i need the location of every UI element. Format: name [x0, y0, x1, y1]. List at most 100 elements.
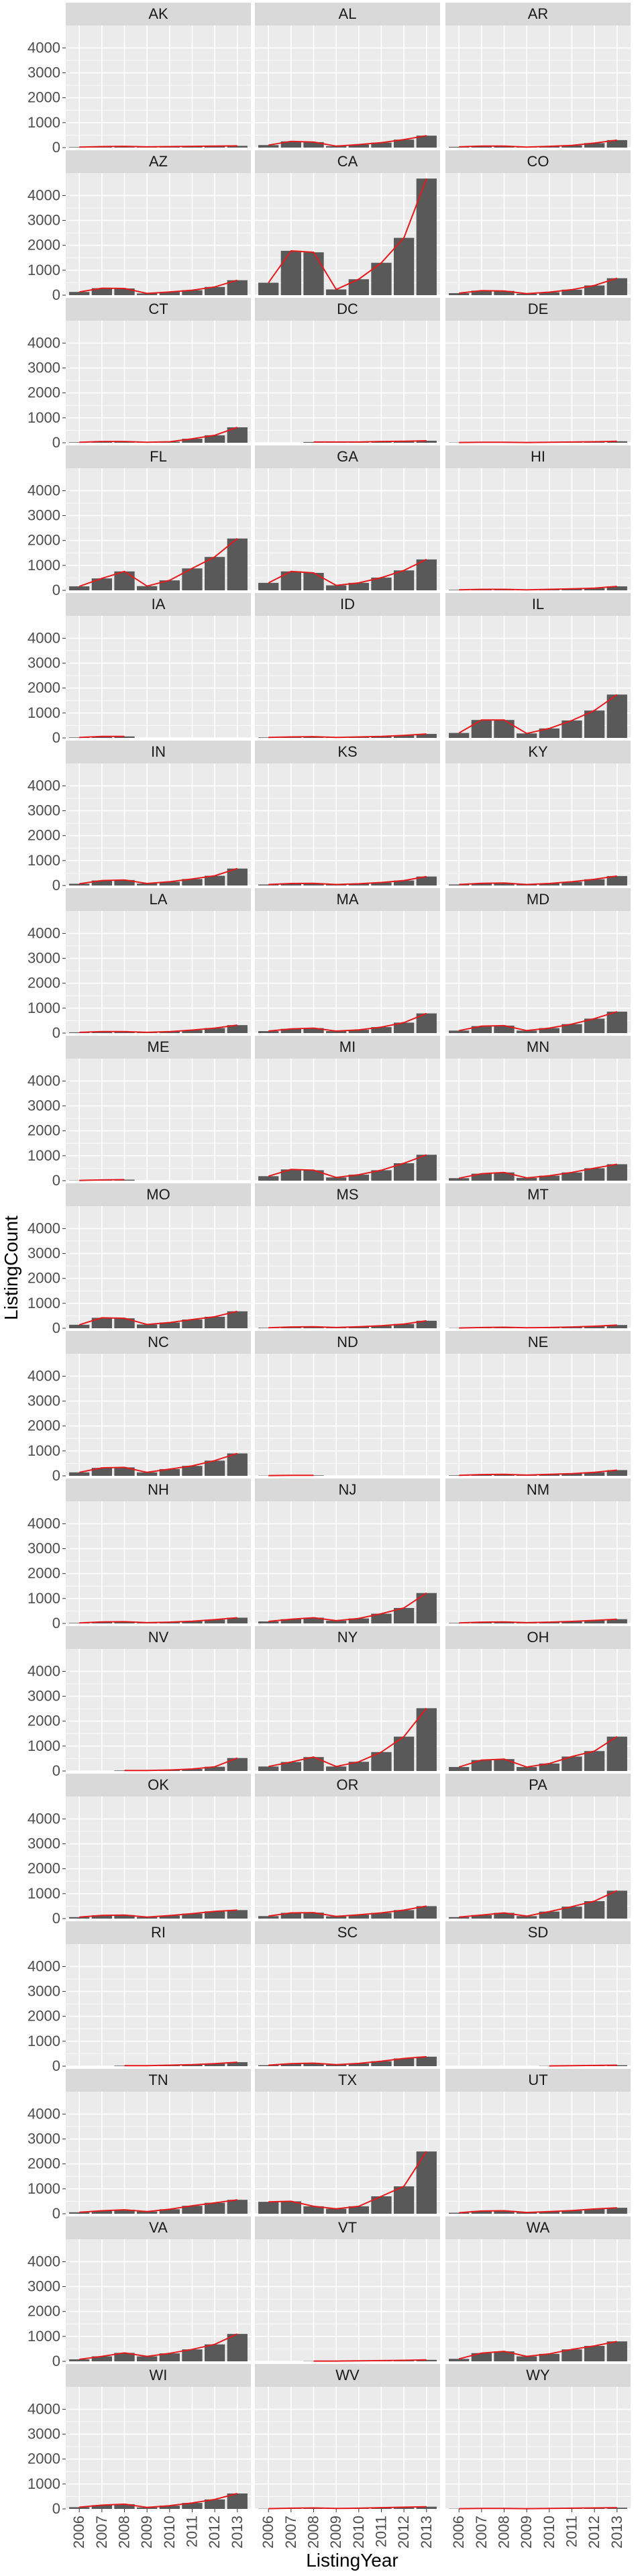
bar: [606, 1164, 627, 1181]
bar: [205, 146, 225, 148]
facet-wa: WA: [445, 2216, 631, 2362]
facet-strip-label: DE: [528, 301, 549, 317]
facet-strip-label: AK: [148, 5, 168, 22]
panel-background: [255, 1944, 440, 2066]
facet-strip: [445, 298, 631, 321]
x-tick-label: 2012: [586, 2516, 602, 2548]
y-tick-label: 0: [52, 1910, 60, 1927]
bar: [606, 140, 627, 148]
bar: [182, 1320, 203, 1328]
x-tick-label: 2008: [496, 2516, 513, 2548]
bar: [227, 1758, 248, 1771]
panel-background: [66, 25, 251, 148]
bar: [348, 1618, 369, 1623]
facet-sd: SD: [445, 1921, 631, 2067]
facet-co: CO: [445, 150, 631, 296]
bar: [69, 586, 90, 590]
bar: [137, 1472, 158, 1476]
bar: [280, 1619, 301, 1623]
facet-strip-label: ME: [148, 1038, 170, 1055]
facet-strip-label: AL: [339, 5, 357, 22]
bar: [326, 2208, 347, 2214]
y-tick-label: 1000: [28, 1442, 60, 1459]
facet-strip: [255, 150, 440, 173]
bar: [114, 879, 135, 885]
bar: [91, 2356, 112, 2361]
bar: [584, 2345, 605, 2361]
bar: [539, 1911, 559, 1919]
trend-line: [79, 1617, 237, 1624]
bar: [182, 1621, 203, 1623]
y-tick-label: 4000: [28, 2105, 60, 2122]
bar: [561, 289, 582, 295]
y-tick-label: 2000: [28, 384, 60, 401]
facet-strip: [255, 1774, 440, 1796]
panel-background: [445, 1649, 631, 1771]
facet-strip: [445, 1479, 631, 1501]
panel-background: [445, 1796, 631, 1919]
bar: [416, 2359, 437, 2361]
panel-background: [445, 321, 631, 443]
bar: [182, 879, 203, 885]
bar: [258, 1031, 279, 1033]
bar: [182, 1466, 203, 1476]
facet-strip: [66, 2216, 251, 2239]
bar: [91, 2505, 112, 2509]
bar: [606, 1736, 627, 1771]
trend-line: [459, 440, 617, 443]
y-tick-label: 1000: [28, 2328, 60, 2345]
panel-background: [255, 321, 440, 443]
bar: [584, 1326, 605, 1328]
bar: [416, 2506, 437, 2509]
facet-strip: [255, 2364, 440, 2387]
bar: [449, 146, 470, 148]
facet-strip-label: MT: [527, 1186, 549, 1203]
panel-background: [66, 1206, 251, 1328]
facet-strip-label: VT: [338, 2219, 357, 2236]
panel-background: [255, 468, 440, 590]
bar: [371, 142, 392, 148]
y-tick-label: 2000: [28, 532, 60, 549]
facet-strip-label: RI: [151, 1924, 166, 1941]
bar: [394, 880, 415, 885]
trend-line: [549, 2064, 617, 2067]
x-tick-label: 2010: [541, 2516, 557, 2548]
bar: [449, 2359, 470, 2361]
trend-line: [268, 559, 427, 586]
trend-line: [268, 135, 427, 147]
bar: [606, 694, 627, 738]
y-tick-label: 0: [52, 1467, 60, 1484]
bar: [449, 1917, 470, 1919]
panel-background: [255, 616, 440, 738]
y-tick-label: 1000: [28, 262, 60, 278]
facet-va: VA: [66, 2216, 251, 2362]
bar: [280, 883, 301, 885]
bar: [114, 2210, 135, 2214]
facet-strip: [445, 741, 631, 763]
facet-strip-label: WV: [335, 2367, 360, 2383]
bar: [348, 883, 369, 885]
bar: [69, 2507, 90, 2509]
facet-strip-label: MO: [146, 1186, 170, 1203]
facet-tn: TN: [66, 2069, 251, 2214]
bar: [584, 143, 605, 148]
trend-line: [459, 2207, 617, 2214]
y-tick-label: 0: [52, 877, 60, 894]
bar: [494, 1759, 515, 1771]
x-tick-label: 2012: [395, 2516, 412, 2548]
trend-line: [268, 1905, 427, 1917]
facet-ia: IA: [66, 593, 251, 739]
x-tick-label: 2007: [473, 2516, 490, 2548]
facet-oh: OH: [445, 1626, 631, 1772]
panel-background: [445, 1206, 631, 1328]
facet-ma: MA: [255, 888, 440, 1034]
bar: [471, 290, 492, 295]
bar: [584, 1472, 605, 1476]
y-tick-label: 3000: [28, 2131, 60, 2147]
bar: [471, 2210, 492, 2214]
bar: [416, 2151, 437, 2214]
trend-line: [459, 2507, 617, 2510]
facet-mt: MT: [445, 1183, 631, 1329]
bar: [159, 2506, 180, 2509]
bar: [91, 1915, 112, 1919]
